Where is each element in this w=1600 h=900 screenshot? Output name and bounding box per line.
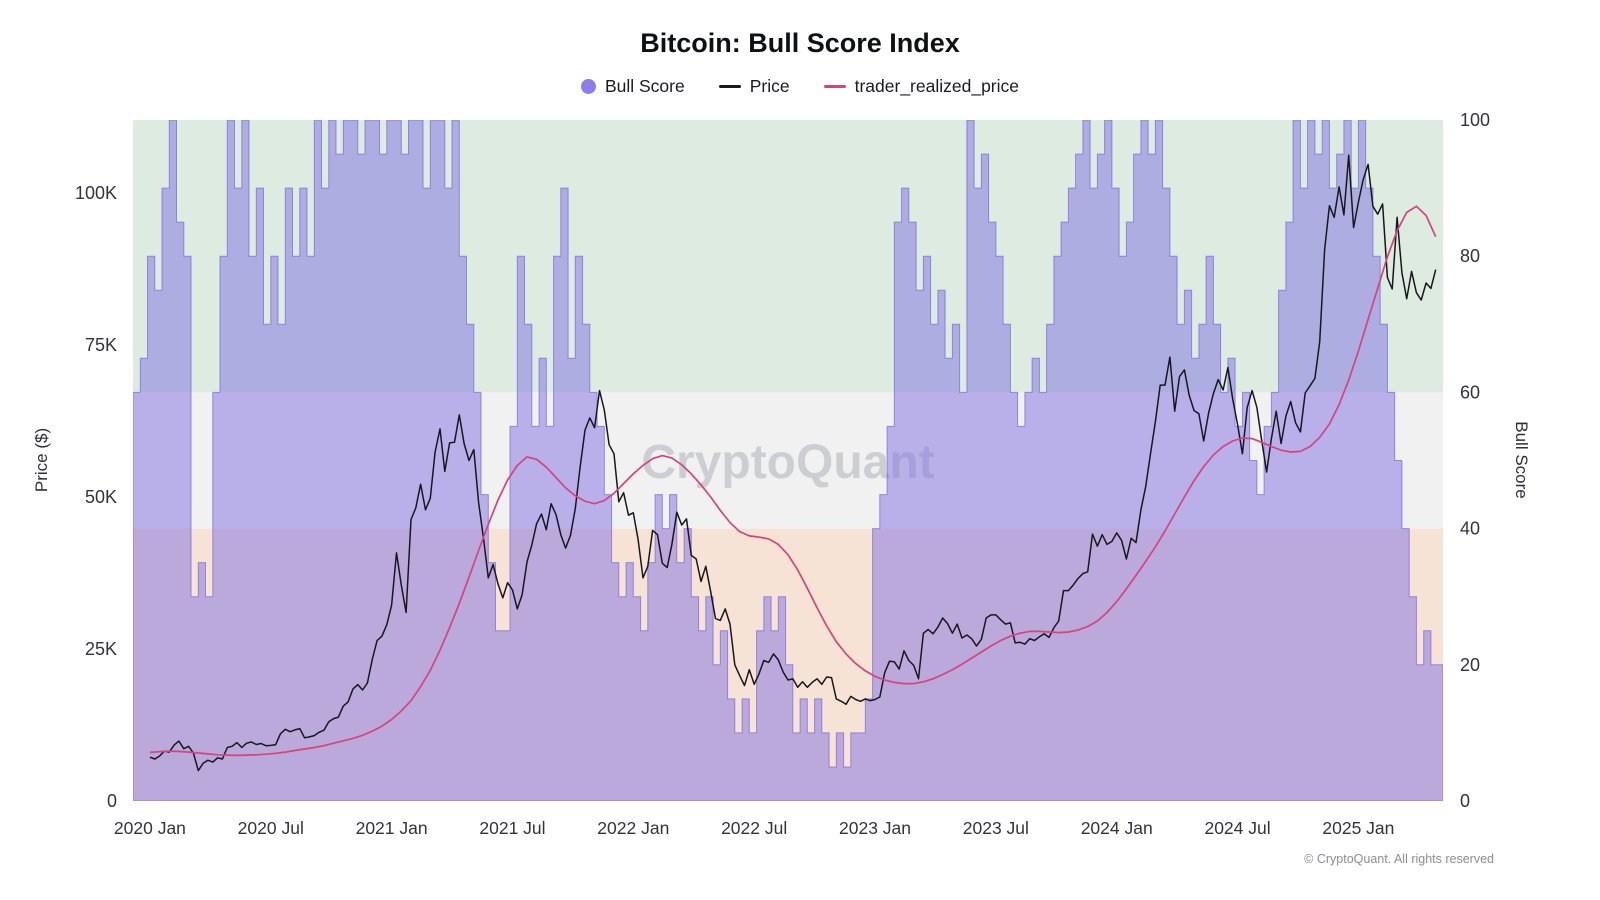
price-legend-swatch [718,85,741,88]
chart-title: Bitcoin: Bull Score Index [640,28,960,58]
right-axis-tick-label: 80 [1460,246,1480,266]
x-axis-tick-label: 2020 Jul [238,818,304,838]
left-axis-tick-label: 75K [85,335,117,355]
left-axis-tick-label: 50K [85,487,117,507]
left-axis-tick-label: 100K [75,183,117,203]
left-axis-title: Price ($) [32,428,51,492]
left-axis-tick-label: 0 [107,791,117,811]
legend-label-bull-score: Bull Score [604,76,685,96]
x-axis-tick-label: 2021 Jan [356,818,428,838]
legend-label-price: Price [749,76,790,96]
x-axis-tick-label: 2020 Jan [114,818,186,838]
footer-copyright: © CryptoQuant. All rights reserved [1304,852,1494,866]
left-axis-tick-label: 25K [85,639,117,659]
legend-item-trader-realized-price[interactable]: trader_realized_price [823,76,1020,97]
bull-score-area [133,120,1443,801]
trader-realized-price-legend-swatch [823,85,846,88]
right-axis-tick-label: 20 [1460,655,1480,675]
x-axis-tick-label: 2021 Jul [479,818,545,838]
right-axis-title: Bull Score [1512,421,1531,498]
x-axis-tick-label: 2024 Jul [1204,818,1270,838]
x-axis-tick-label: 2022 Jan [597,818,669,838]
legend-item-price[interactable]: Price [718,76,790,97]
x-axis-tick-label: 2023 Jul [963,818,1029,838]
legend-label-trader-realized-price: trader_realized_price [854,76,1020,96]
right-axis-tick-label: 40 [1460,519,1480,539]
legend-item-bull-score[interactable]: Bull Score [580,76,685,97]
chart-legend: Bull Score Price trader_realized_price [0,76,1600,97]
price-line [149,154,1437,772]
trader-realized-price-line [149,205,1437,757]
right-axis-tick-label: 60 [1460,382,1480,402]
bull-score-legend-swatch [580,79,596,94]
right-axis-tick-label: 0 [1460,791,1470,811]
right-axis-tick-label: 100 [1460,110,1490,130]
x-axis-tick-label: 2022 Jul [721,818,787,838]
x-axis-tick-label: 2025 Jan [1322,818,1394,838]
x-axis-tick-label: 2023 Jan [839,818,911,838]
cryptoquant-watermark: CryptoQuant [641,436,934,489]
x-axis-tick-label: 2024 Jan [1081,818,1153,838]
